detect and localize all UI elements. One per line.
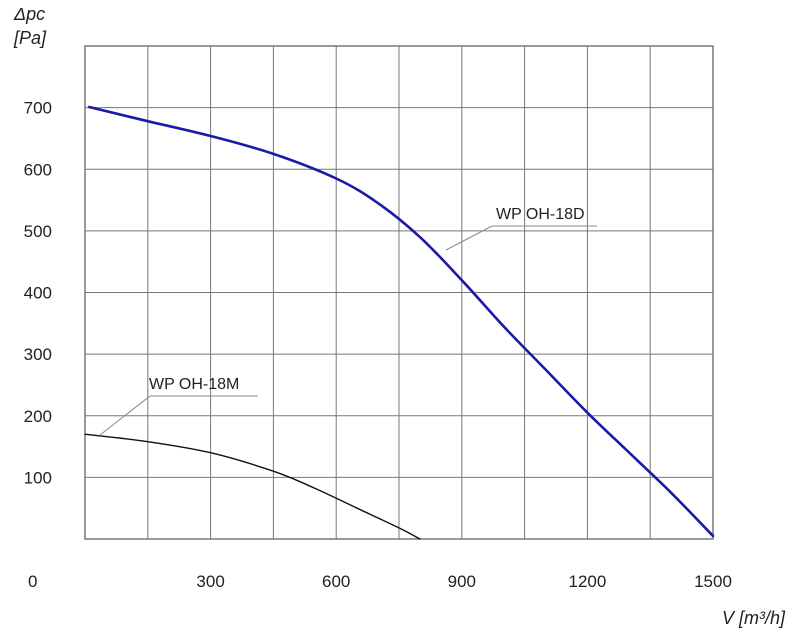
- leader-line-wp-oh-18d: [445, 225, 597, 251]
- series-lines: [84, 105, 715, 540]
- grid: [84, 45, 714, 540]
- origin-label: 0: [28, 572, 37, 591]
- y-axis-title-unit: [Pa]: [13, 28, 47, 48]
- x-tick-label: 300: [196, 572, 224, 591]
- y-tick-label: 600: [24, 160, 52, 179]
- y-axis-title-symbol: Δpc: [13, 4, 45, 24]
- tick-labels: 300 600 900 1200 1500 100 200 300 400 500 600 700: [24, 99, 732, 591]
- series-line-wp-oh-18d: [87, 105, 715, 538]
- x-axis-title: V [m³/h]: [722, 608, 786, 628]
- y-tick-label: 300: [24, 345, 52, 364]
- series-line-wp-oh-18m: [84, 433, 421, 540]
- y-tick-label: 200: [24, 407, 52, 426]
- y-tick-label: 500: [24, 222, 52, 241]
- x-tick-label: 600: [322, 572, 350, 591]
- series-label-wp-oh-18d: WP OH-18D: [496, 206, 585, 223]
- y-tick-label: 400: [24, 284, 52, 303]
- series-labels: WP OH-18D WP OH-18M: [99, 206, 597, 436]
- x-tick-label: 900: [448, 572, 476, 591]
- series-label-wp-oh-18m: WP OH-18M: [149, 376, 239, 393]
- x-tick-label: 1500: [694, 572, 732, 591]
- y-tick-label: 100: [24, 468, 52, 487]
- leader-line-wp-oh-18m: [99, 395, 258, 436]
- x-tick-label: 1200: [568, 572, 606, 591]
- y-tick-label: 700: [24, 99, 52, 118]
